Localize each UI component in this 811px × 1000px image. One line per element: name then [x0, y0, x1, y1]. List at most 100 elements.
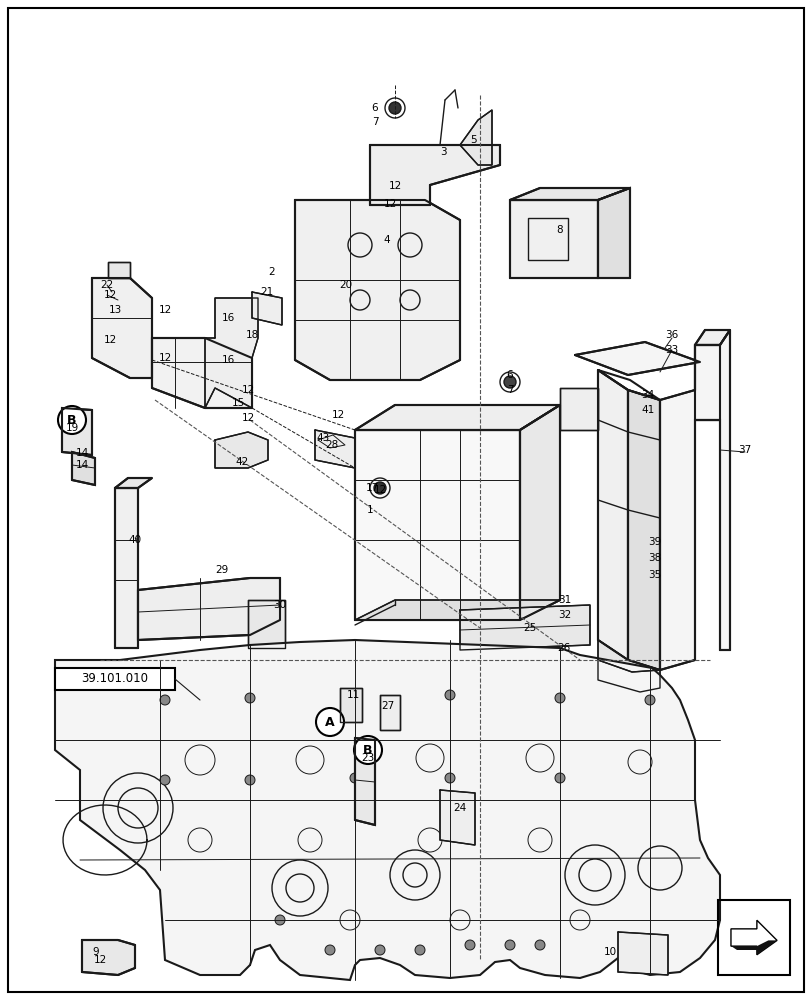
Polygon shape	[560, 388, 597, 430]
Text: 2: 2	[268, 267, 275, 277]
Text: 5: 5	[470, 135, 477, 145]
Polygon shape	[659, 330, 729, 670]
Text: 4: 4	[384, 235, 390, 245]
Polygon shape	[247, 600, 285, 648]
Polygon shape	[627, 390, 659, 670]
Polygon shape	[597, 370, 627, 660]
Text: 32: 32	[558, 610, 571, 620]
Text: 21: 21	[260, 287, 273, 297]
Text: 38: 38	[647, 553, 661, 563]
Circle shape	[388, 102, 401, 114]
Polygon shape	[138, 578, 280, 640]
Polygon shape	[730, 946, 756, 950]
Polygon shape	[730, 920, 776, 955]
Polygon shape	[115, 478, 152, 488]
Polygon shape	[380, 695, 400, 730]
Circle shape	[465, 940, 474, 950]
Text: 27: 27	[381, 701, 394, 711]
Circle shape	[554, 773, 564, 783]
Circle shape	[160, 695, 169, 705]
Text: 12: 12	[158, 305, 171, 315]
Text: 12: 12	[103, 335, 117, 345]
Polygon shape	[694, 345, 719, 420]
Text: 12: 12	[241, 385, 255, 395]
Text: 39: 39	[647, 537, 661, 547]
Text: 14: 14	[75, 448, 88, 458]
Circle shape	[444, 690, 454, 700]
Text: 29: 29	[215, 565, 229, 575]
Polygon shape	[92, 278, 152, 378]
Text: 36: 36	[664, 330, 678, 340]
Circle shape	[534, 940, 544, 950]
Text: 12: 12	[388, 181, 401, 191]
Bar	[55, 668, 175, 690]
Circle shape	[539, 212, 551, 224]
Circle shape	[444, 773, 454, 783]
Bar	[527, 218, 568, 260]
Polygon shape	[460, 605, 590, 650]
Text: 25: 25	[523, 623, 536, 633]
Circle shape	[350, 690, 359, 700]
Text: 8: 8	[556, 225, 563, 235]
Polygon shape	[294, 200, 460, 380]
Text: 35: 35	[647, 570, 661, 580]
Text: 12: 12	[158, 353, 171, 363]
Polygon shape	[370, 145, 500, 205]
Text: 33: 33	[664, 345, 678, 355]
Circle shape	[374, 482, 385, 494]
Text: A: A	[324, 716, 334, 728]
Text: 13: 13	[108, 305, 122, 315]
Polygon shape	[597, 188, 629, 278]
Polygon shape	[108, 262, 130, 278]
Circle shape	[644, 695, 654, 705]
Text: 23: 23	[361, 753, 374, 763]
Text: 42: 42	[235, 457, 248, 467]
Polygon shape	[340, 688, 362, 722]
Polygon shape	[55, 640, 719, 980]
Circle shape	[350, 773, 359, 783]
Circle shape	[375, 945, 384, 955]
Polygon shape	[756, 940, 776, 955]
Text: 17: 17	[365, 483, 378, 493]
Circle shape	[245, 775, 255, 785]
Circle shape	[504, 940, 514, 950]
Text: 34: 34	[641, 390, 654, 400]
Bar	[717, 900, 789, 975]
Circle shape	[354, 736, 381, 764]
Circle shape	[315, 708, 344, 736]
Circle shape	[58, 406, 86, 434]
Text: 12: 12	[331, 410, 344, 420]
Polygon shape	[354, 600, 560, 620]
Polygon shape	[509, 200, 597, 278]
Text: 41: 41	[641, 405, 654, 415]
Polygon shape	[354, 405, 560, 430]
Text: 7: 7	[371, 117, 378, 127]
Polygon shape	[460, 110, 491, 165]
Text: 43: 43	[316, 433, 329, 443]
Polygon shape	[694, 330, 729, 345]
Text: 7: 7	[506, 385, 513, 395]
Text: 1: 1	[367, 505, 373, 515]
Text: 6: 6	[371, 103, 378, 113]
Text: 12: 12	[383, 199, 396, 209]
Polygon shape	[597, 640, 659, 672]
Polygon shape	[519, 405, 560, 620]
Polygon shape	[72, 452, 95, 485]
Text: 12: 12	[93, 955, 106, 965]
Polygon shape	[597, 660, 659, 692]
Polygon shape	[115, 488, 138, 648]
Text: 11: 11	[346, 690, 359, 700]
Text: 18: 18	[245, 330, 259, 340]
Text: 12: 12	[373, 485, 386, 495]
Text: 20: 20	[339, 280, 352, 290]
Polygon shape	[82, 940, 135, 975]
Circle shape	[554, 693, 564, 703]
Polygon shape	[574, 342, 699, 375]
Polygon shape	[62, 408, 92, 455]
Text: 16: 16	[221, 313, 234, 323]
Text: B: B	[67, 414, 77, 426]
Text: 37: 37	[737, 445, 751, 455]
Circle shape	[504, 376, 515, 388]
Text: 12: 12	[241, 413, 255, 423]
Polygon shape	[204, 298, 258, 408]
